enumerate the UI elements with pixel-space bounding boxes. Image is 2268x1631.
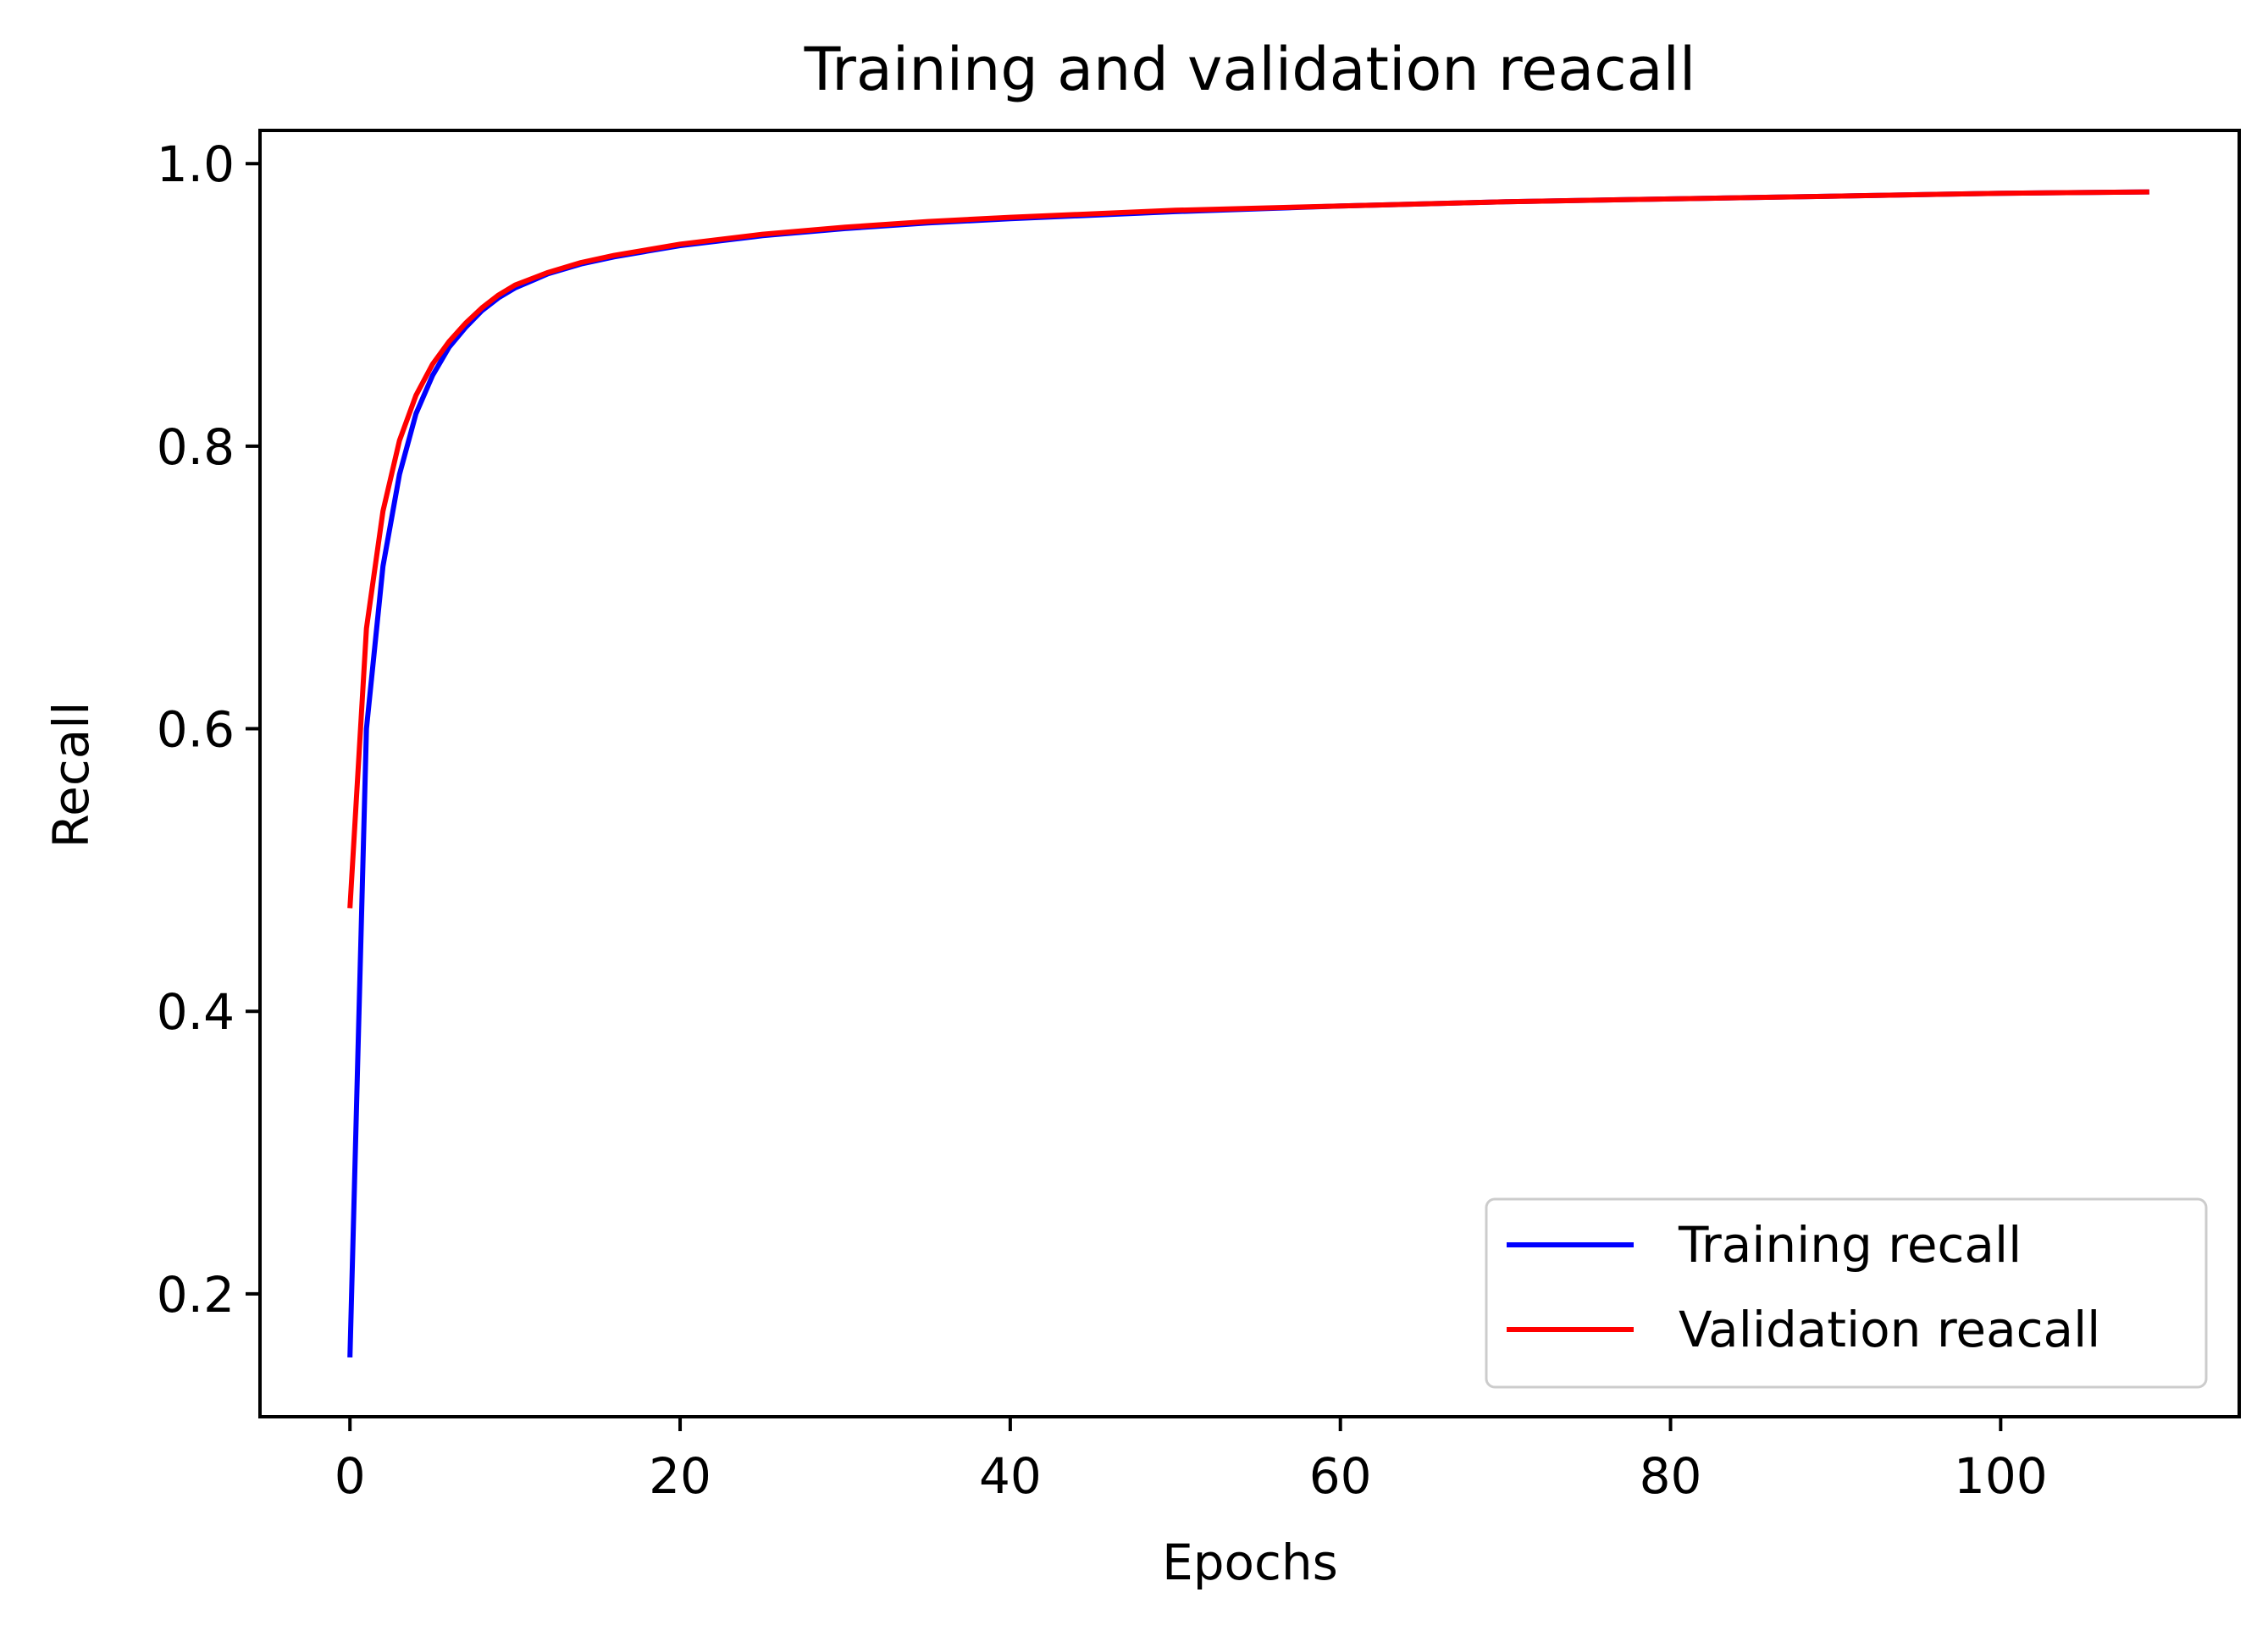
chart-title: Training and validation reacall	[804, 35, 1696, 104]
plot-frame	[258, 129, 2241, 1418]
series-layer	[347, 189, 2149, 1357]
x-axis-ticks: 0 20 40 60 80 100	[335, 1417, 2048, 1505]
x-axis-label: Epochs	[1162, 1534, 1338, 1591]
y-tick-label: 1.0	[157, 135, 235, 193]
y-tick-label: 0.2	[157, 1266, 235, 1324]
legend-box	[1485, 1197, 2208, 1389]
y-tick-label: 0.4	[157, 983, 235, 1041]
x-tick-label: 80	[1640, 1447, 1702, 1505]
x-tick-label: 0	[335, 1447, 366, 1505]
legend: Training recall Validation reacall	[1485, 1197, 2208, 1389]
x-tick-label: 40	[979, 1447, 1042, 1505]
y-tick-label: 0.8	[157, 418, 235, 476]
y-tick-label: 0.6	[157, 701, 235, 759]
y-axis-ticks: 0.2 0.4 0.6 0.8 1.0	[157, 135, 260, 1324]
x-tick-label: 60	[1309, 1447, 1372, 1505]
x-tick-label: 20	[649, 1447, 711, 1505]
validation-recall-line	[347, 189, 2149, 909]
legend-label-training: Training recall	[1678, 1216, 2022, 1274]
y-axis-label: Recall	[42, 701, 100, 848]
x-tick-label: 100	[1954, 1447, 2048, 1505]
legend-label-validation: Validation reacall	[1679, 1301, 2100, 1358]
